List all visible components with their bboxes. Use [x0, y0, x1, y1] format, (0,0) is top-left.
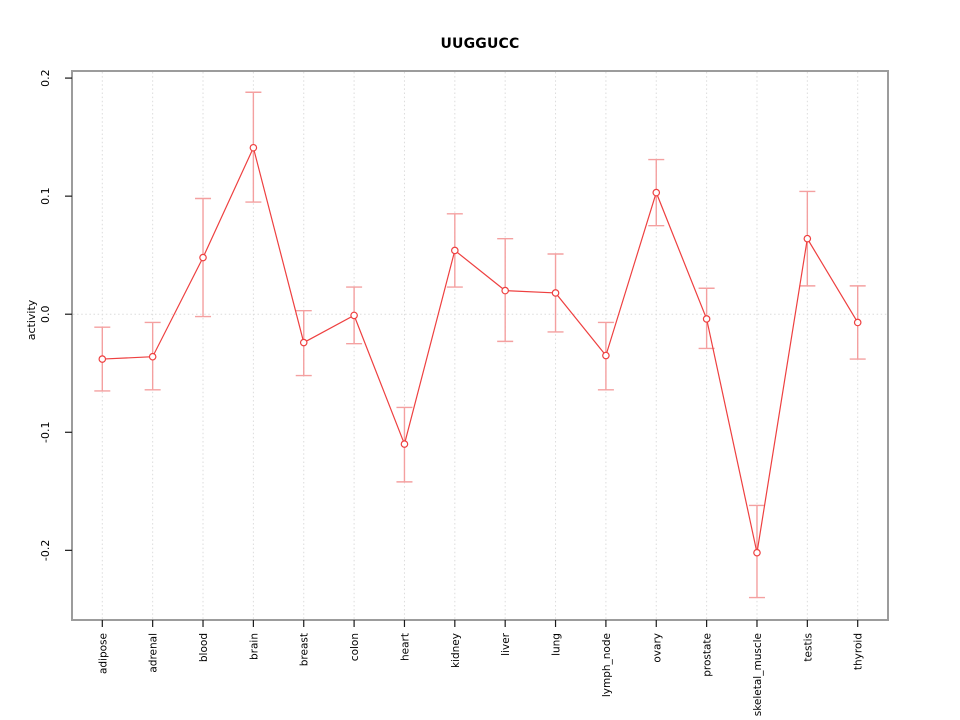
data-point-colon — [350, 311, 358, 320]
chart-title: UUGGUCC — [440, 36, 520, 52]
data-point-lung — [551, 289, 560, 297]
data-point-thyroid — [853, 318, 862, 327]
data-point-adrenal — [148, 352, 157, 361]
x-tick-label-liver: liver — [500, 632, 512, 656]
x-tick-label-adrenal: adrenal — [148, 633, 160, 673]
data-point-lymph_node — [602, 351, 610, 360]
data-point-heart — [400, 440, 409, 448]
x-tick-label-adipose: adipose — [97, 633, 109, 674]
y-tick-label-0.1: 0.1 — [39, 187, 52, 205]
data-point-liver — [501, 286, 509, 295]
y-tick-label--0.1: -0.1 — [39, 422, 52, 443]
data-point-kidney — [451, 246, 459, 255]
x-tick-label-breast: breast — [299, 633, 311, 666]
x-tick-label-lung: lung — [551, 633, 563, 656]
y-tick-label-0.2: 0.2 — [39, 69, 52, 87]
x-tick-label-thyroid: thyroid — [853, 633, 865, 670]
x-tick-label-heart: heart — [399, 633, 411, 661]
y-tick-label--0.2: -0.2 — [39, 540, 52, 561]
data-point-adipose — [98, 355, 107, 363]
x-tick-label-lymph_node: lymph_node — [601, 633, 613, 697]
y-tick-label-0.0: 0.0 — [39, 305, 52, 323]
x-tick-label-testis: testis — [802, 633, 814, 662]
data-point-breast — [299, 338, 308, 347]
plot-border — [71, 70, 889, 621]
data-point-skeletal_muscle — [753, 548, 761, 557]
x-tick-label-prostate: prostate — [702, 633, 714, 677]
x-tick-label-ovary: ovary — [651, 633, 663, 663]
x-tick-label-blood: blood — [198, 633, 210, 662]
data-point-prostate — [702, 315, 711, 323]
series-line — [102, 145, 859, 553]
x-tick-label-skeletal_muscle: skeletal_muscle — [752, 633, 764, 716]
data-point-blood — [199, 253, 207, 262]
data-point-ovary — [652, 188, 661, 197]
data-point-brain — [249, 143, 258, 152]
x-tick-label-colon: colon — [349, 633, 361, 661]
x-tick-label-brain: brain — [248, 633, 260, 660]
x-tick-label-kidney: kidney — [450, 633, 462, 668]
data-point-testis — [803, 234, 812, 243]
